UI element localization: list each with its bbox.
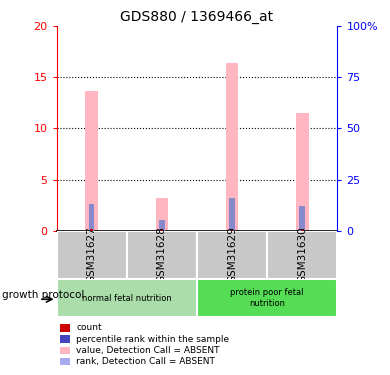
Bar (57, 279, 197, 317)
Bar (60, 324, 70, 332)
Text: growth protocol: growth protocol (2, 291, 84, 300)
Bar (90, 230, 93, 231)
Text: GSM31630: GSM31630 (297, 226, 307, 283)
Bar (301, 230, 304, 231)
Bar (60, 335, 70, 343)
Bar (85, 91, 98, 231)
Text: GSM31627: GSM31627 (87, 226, 97, 283)
Title: GDS880 / 1369466_at: GDS880 / 1369466_at (121, 10, 273, 24)
Bar (156, 198, 168, 231)
Text: count: count (76, 323, 102, 332)
Bar (229, 198, 235, 231)
Bar (60, 346, 70, 354)
Bar (226, 63, 238, 231)
Bar (57, 231, 127, 279)
Bar (160, 230, 163, 231)
Bar (267, 231, 337, 279)
Text: normal fetal nutrition: normal fetal nutrition (82, 294, 172, 303)
Bar (197, 231, 267, 279)
Bar (89, 204, 94, 231)
Bar (60, 358, 70, 365)
Text: protein poor fetal
nutrition: protein poor fetal nutrition (230, 288, 304, 308)
Bar (127, 231, 197, 279)
Text: GSM31628: GSM31628 (157, 226, 167, 283)
Bar (296, 113, 308, 231)
Bar (300, 206, 305, 231)
Text: value, Detection Call = ABSENT: value, Detection Call = ABSENT (76, 346, 220, 355)
Text: GSM31629: GSM31629 (227, 226, 237, 283)
Bar (159, 220, 165, 231)
Text: percentile rank within the sample: percentile rank within the sample (76, 334, 229, 344)
Bar (230, 230, 234, 231)
Bar (197, 279, 337, 317)
Text: rank, Detection Call = ABSENT: rank, Detection Call = ABSENT (76, 357, 215, 366)
